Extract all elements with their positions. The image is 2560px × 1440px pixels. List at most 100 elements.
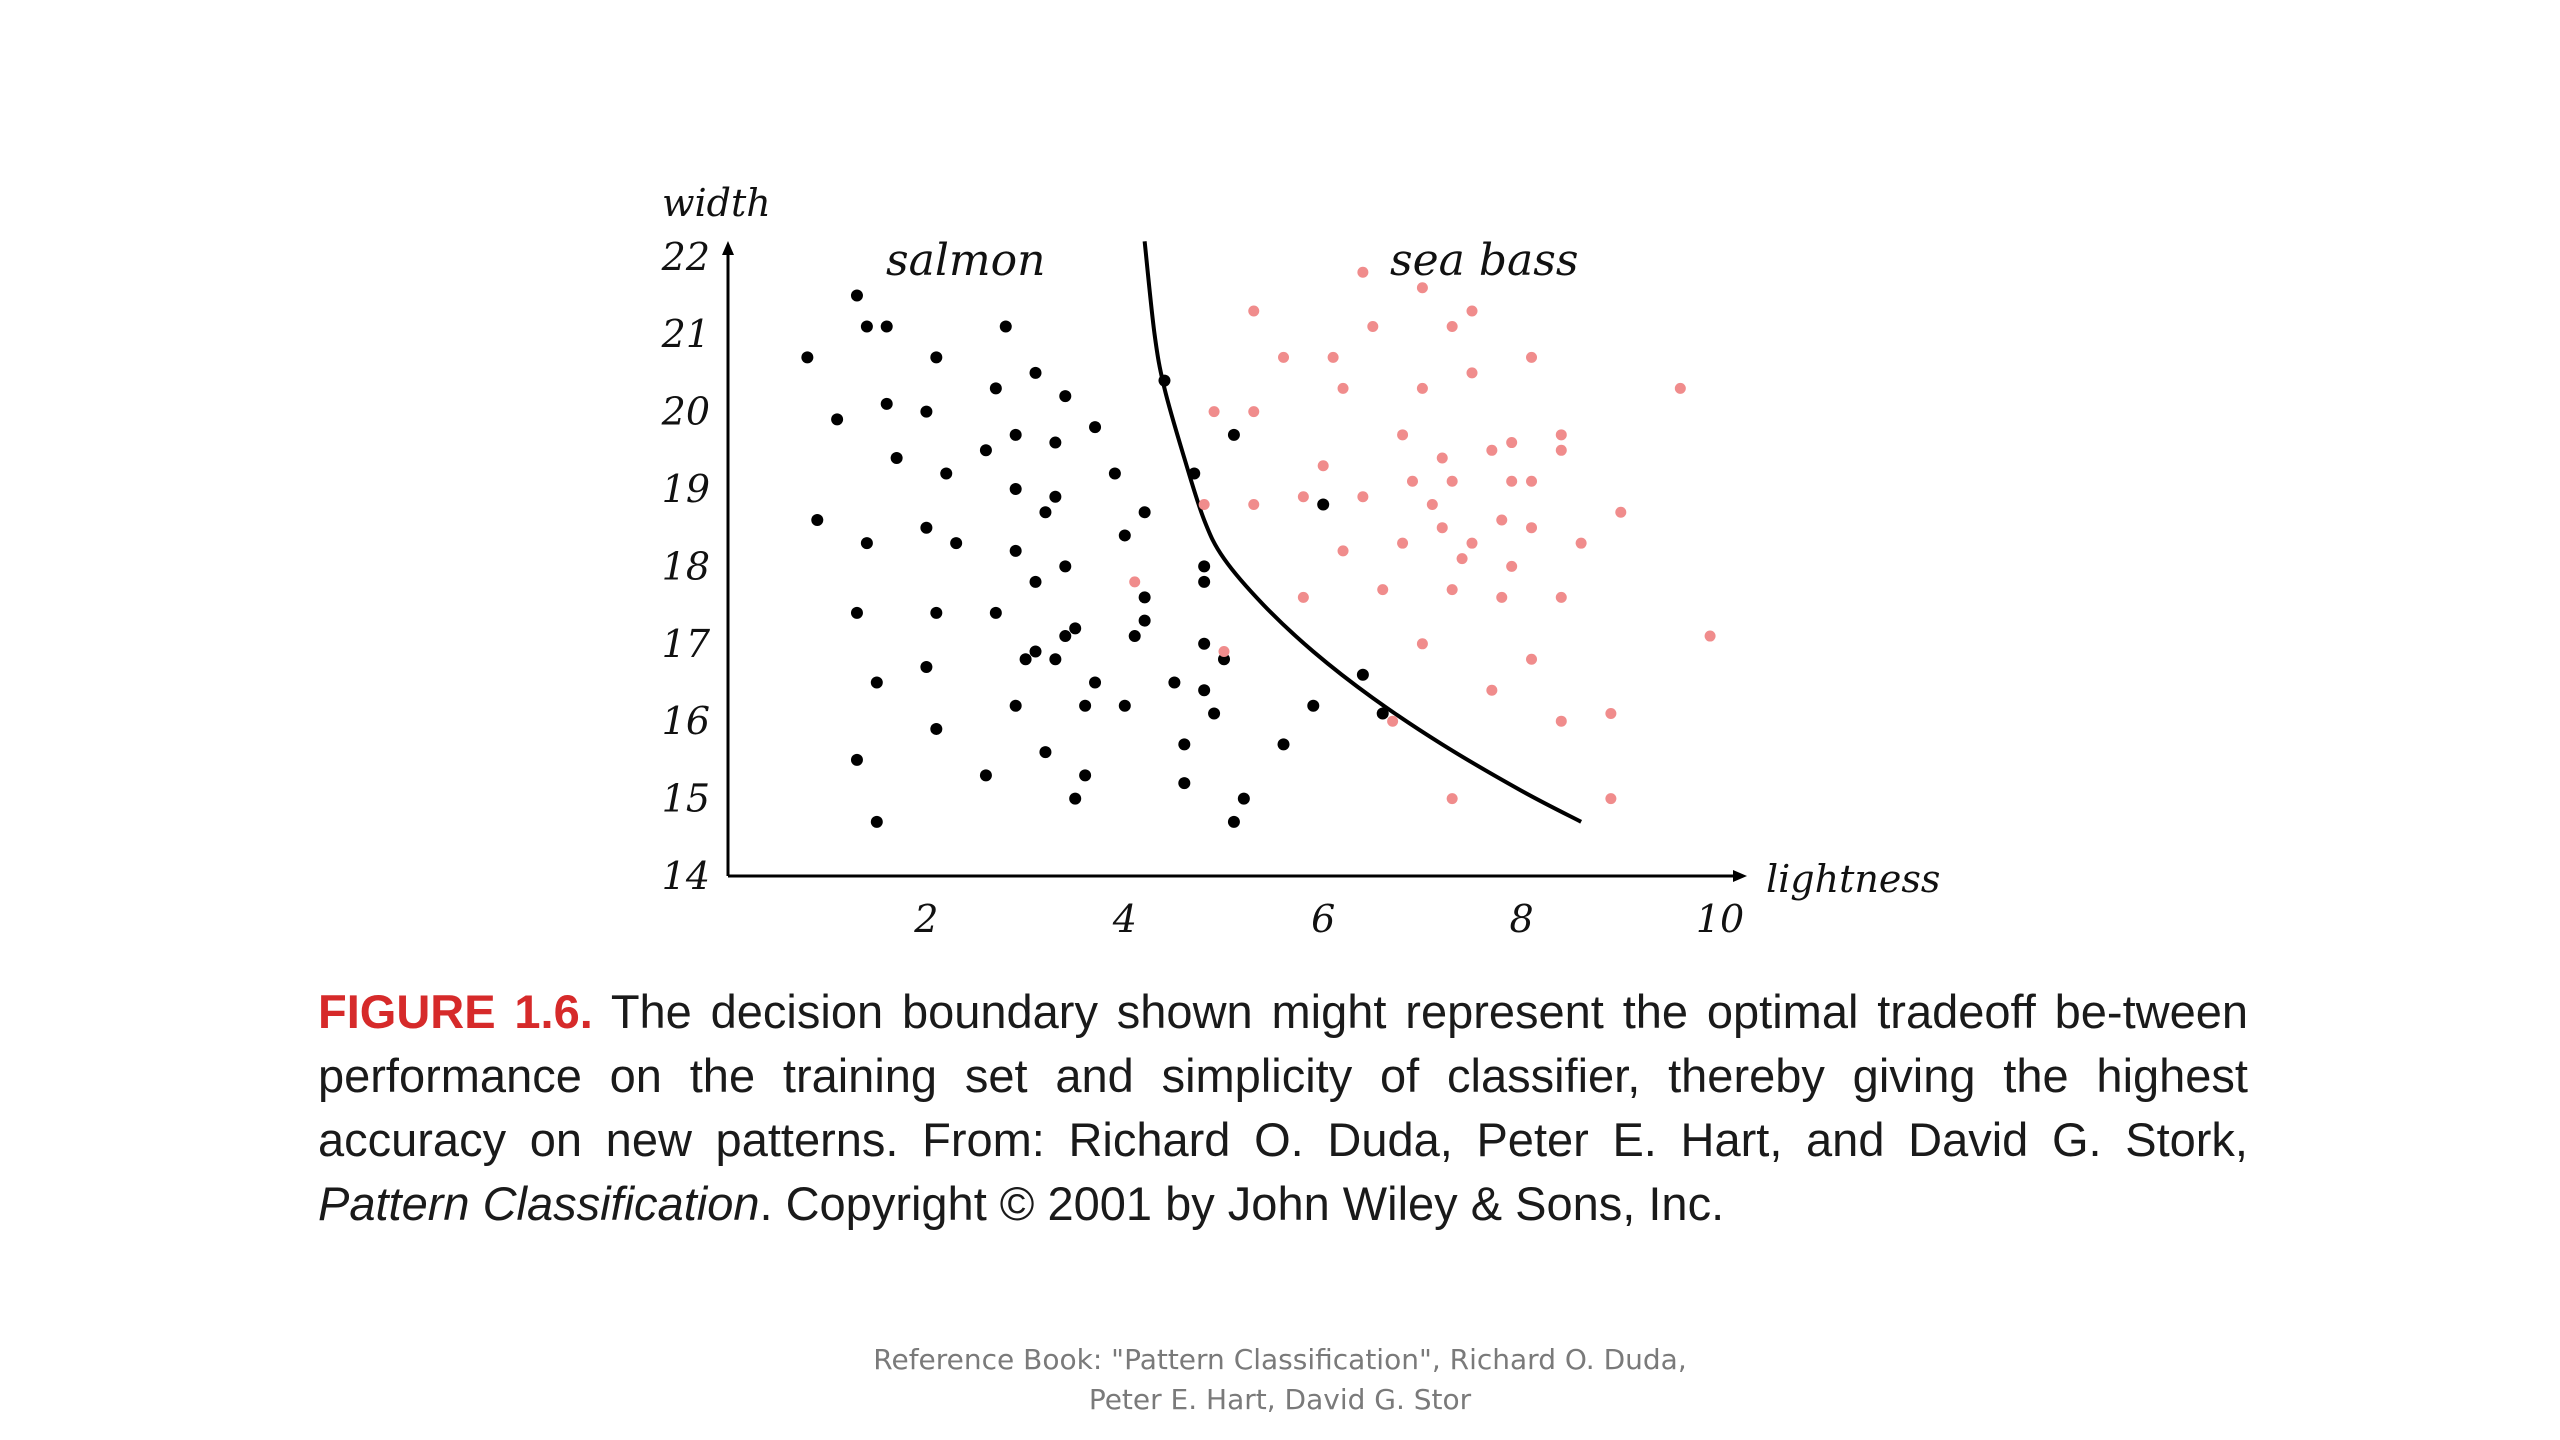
point-salmon <box>880 397 893 410</box>
point-salmon <box>850 289 863 302</box>
point-salmon <box>850 606 863 619</box>
data-points <box>801 266 1716 828</box>
y-tick-label: 19 <box>662 467 710 511</box>
class-label-salmon: salmon <box>886 235 1045 286</box>
point-sea-bass <box>1555 591 1567 603</box>
point-salmon <box>930 351 943 364</box>
y-tick-label: 16 <box>662 699 710 743</box>
x-axis-label: lightness <box>1766 857 1940 901</box>
point-salmon <box>1178 738 1191 751</box>
point-sea-bass <box>1129 576 1141 588</box>
point-salmon <box>1039 506 1052 519</box>
point-salmon <box>1188 467 1201 480</box>
point-salmon <box>1118 699 1131 712</box>
point-salmon <box>1059 630 1072 643</box>
point-sea-bass <box>1337 545 1349 557</box>
point-sea-bass <box>1555 715 1567 727</box>
point-sea-bass <box>1496 514 1508 526</box>
point-salmon <box>920 661 933 674</box>
point-sea-bass <box>1555 429 1567 441</box>
y-tick-label: 21 <box>661 312 710 356</box>
point-salmon <box>1128 630 1141 643</box>
point-salmon <box>860 320 873 333</box>
x-tick-labels: 2 4 6 8 10 <box>913 897 1744 941</box>
y-axis-label: width <box>662 181 771 225</box>
point-salmon <box>989 606 1002 619</box>
point-sea-bass <box>1526 522 1538 534</box>
point-sea-bass <box>1674 382 1686 394</box>
x-tick-label: 8 <box>1510 897 1534 941</box>
point-salmon <box>979 444 992 457</box>
point-salmon <box>1069 622 1082 635</box>
point-salmon <box>1317 498 1330 511</box>
point-salmon <box>811 513 824 526</box>
point-salmon <box>1227 815 1240 828</box>
point-sea-bass <box>1436 522 1448 534</box>
point-salmon <box>1009 483 1022 495</box>
point-sea-bass <box>1327 351 1339 363</box>
point-salmon <box>850 753 863 766</box>
point-sea-bass <box>1436 452 1448 464</box>
y-tick-label: 17 <box>662 622 711 666</box>
point-sea-bass <box>1248 498 1260 510</box>
point-salmon <box>1307 699 1320 712</box>
figure-label: FIGURE 1.6. <box>318 985 593 1038</box>
point-salmon <box>1218 653 1230 666</box>
class-label-sea-bass: sea bass <box>1390 235 1578 286</box>
point-salmon <box>1168 676 1181 689</box>
point-sea-bass <box>1704 630 1716 642</box>
point-salmon <box>1089 676 1102 689</box>
point-sea-bass <box>1446 320 1458 332</box>
point-salmon <box>880 320 893 333</box>
point-sea-bass <box>1496 591 1508 603</box>
point-salmon <box>1198 575 1211 588</box>
y-tick-labels: 14 15 16 17 18 19 20 21 22 <box>661 235 711 898</box>
x-tick-label: 6 <box>1311 897 1335 941</box>
point-salmon <box>1049 653 1062 666</box>
figure-caption: FIGURE 1.6. The decision boundary shown … <box>318 980 2248 1236</box>
point-salmon <box>1079 769 1092 782</box>
point-sea-bass <box>1377 584 1389 596</box>
point-sea-bass <box>1446 475 1458 487</box>
point-salmon <box>1029 575 1042 588</box>
scatter-chart: width lightness 2 4 6 8 10 14 15 16 17 18 19 20 21 2… <box>661 181 1941 941</box>
point-sea-bass <box>1506 560 1518 572</box>
point-salmon <box>1198 560 1211 573</box>
decision-boundary <box>1142 241 1583 824</box>
point-salmon <box>1108 467 1121 480</box>
caption-copyright: . Copyright © 2001 by John Wiley & Sons,… <box>759 1177 1725 1230</box>
point-salmon <box>1029 645 1042 658</box>
point-sea-bass <box>1446 584 1458 596</box>
point-sea-bass <box>1416 382 1428 394</box>
point-salmon <box>1069 792 1082 805</box>
point-salmon <box>979 769 992 782</box>
point-salmon <box>1059 390 1072 403</box>
point-salmon <box>1277 738 1290 751</box>
y-tick-label: 20 <box>661 390 710 434</box>
point-salmon <box>1356 668 1369 681</box>
point-salmon <box>1208 707 1221 720</box>
point-sea-bass <box>1466 537 1478 549</box>
point-sea-bass <box>1615 506 1627 518</box>
point-salmon <box>1237 792 1250 805</box>
point-salmon <box>831 413 844 426</box>
point-sea-bass <box>1248 406 1260 418</box>
y-tick-label: 14 <box>662 854 710 898</box>
point-sea-bass <box>1357 266 1369 278</box>
point-sea-bass <box>1466 367 1478 379</box>
point-sea-bass <box>1337 382 1349 394</box>
point-sea-bass <box>1297 491 1309 503</box>
x-tick-label: 4 <box>1112 897 1137 941</box>
point-salmon <box>920 405 933 418</box>
x-tick-label: 10 <box>1696 897 1744 941</box>
reference-line-1: Reference Book: "Pattern Classification"… <box>873 1343 1687 1376</box>
reference-note: Reference Book: "Pattern Classification"… <box>0 1340 2560 1420</box>
point-sea-bass <box>1486 684 1498 696</box>
point-salmon <box>950 537 963 550</box>
point-salmon <box>1019 653 1032 666</box>
x-tick-label: 2 <box>913 897 938 941</box>
reference-line-2: Peter E. Hart, David G. Stor <box>1088 1383 1472 1416</box>
point-salmon <box>1198 684 1211 697</box>
point-sea-bass <box>1387 715 1399 727</box>
point-sea-bass <box>1416 638 1428 650</box>
